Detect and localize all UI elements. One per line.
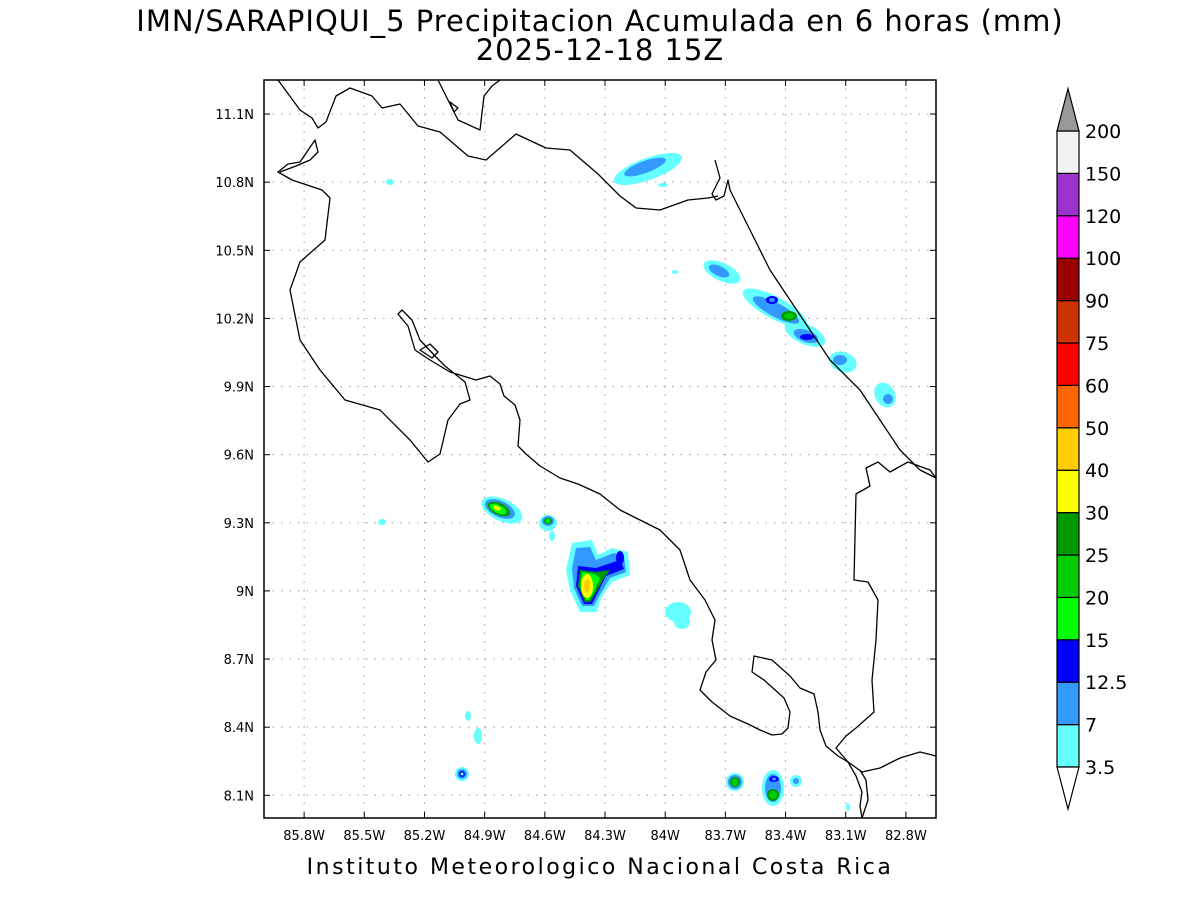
panama-border	[711, 159, 937, 479]
colorbar-label: 60	[1085, 375, 1109, 397]
lon-tick-label: 83.1W	[825, 829, 867, 844]
nicaragua-caribbean-coast	[437, 79, 501, 131]
colorbar-swatch	[1056, 257, 1080, 302]
lon-tick-label: 83.7W	[704, 829, 746, 844]
precipitation-field	[378, 152, 896, 811]
colorbar-swatch	[1056, 639, 1080, 683]
colorbar-swatch	[1056, 172, 1080, 217]
colorbar-swatch	[1056, 596, 1080, 641]
nicaragua-costa-rica-border	[277, 79, 719, 211]
lon-tick-label: 84.9W	[464, 829, 506, 844]
precip-cell-nicaragua-north	[386, 152, 683, 187]
colorbar-swatch	[1056, 681, 1080, 726]
colorbar-label: 120	[1085, 206, 1121, 228]
chart-subtitle-datetime: 2025-12-18 15Z	[475, 33, 725, 67]
precip-cell-central-west	[378, 496, 557, 541]
colorbar-label: 50	[1085, 418, 1109, 440]
lon-tick-label: 84.6W	[524, 829, 566, 844]
lat-tick-label: 8.4N	[224, 721, 254, 736]
colorbar-label: 150	[1085, 163, 1121, 185]
lon-tick-label: 85.8W	[283, 829, 325, 844]
colorbar-swatch	[1056, 427, 1080, 471]
colorbar-swatch	[1056, 723, 1080, 768]
lat-tick-label: 11.1N	[215, 108, 254, 123]
lat-tick-label: 9.6N	[224, 449, 254, 464]
footer-credit: Instituto Meteorologico Nacional Costa R…	[306, 855, 894, 880]
colorbar-label: 30	[1085, 503, 1109, 525]
lon-tick-label: 82.8W	[885, 829, 927, 844]
lat-tick-label: 9N	[236, 585, 254, 600]
lat-tick-label: 9.3N	[224, 517, 254, 532]
colorbar-label: 3.5	[1085, 757, 1115, 779]
colorbar-swatch	[1056, 554, 1080, 599]
colorbar-swatch	[1056, 469, 1080, 514]
lon-tick-label: 84.3W	[584, 829, 626, 844]
costa-rica-pacific-coast	[277, 139, 863, 819]
panama-coast-south	[859, 769, 869, 819]
colorbar-label: 7	[1085, 715, 1097, 737]
lon-tick-label: 85.5W	[343, 829, 385, 844]
colorbar-label: 100	[1085, 248, 1121, 270]
colorbar-swatch	[1056, 300, 1080, 344]
colorbar-label: 75	[1085, 333, 1109, 355]
lon-tick-label: 83.4W	[765, 829, 807, 844]
colorbar-label: 200	[1085, 121, 1121, 143]
colorbar-swatch	[1056, 342, 1080, 387]
colorbar-swatch	[1056, 215, 1080, 259]
lon-tick-label: 85.2W	[404, 829, 446, 844]
lake-island	[449, 101, 459, 113]
coastlines	[277, 79, 937, 819]
colorbar-label: 20	[1085, 587, 1109, 609]
lat-tick-label: 10.2N	[215, 312, 254, 327]
lat-tick-label: 9.9N	[224, 381, 254, 396]
colorbar-label: 90	[1085, 291, 1109, 313]
map-grid	[264, 80, 936, 818]
lat-tick-label: 10.5N	[215, 244, 254, 259]
precip-band-caribbean-coast	[672, 260, 896, 408]
colorbar-swatch-bottom	[1056, 766, 1080, 812]
lat-tick-label: 8.7N	[224, 653, 254, 668]
colorbar-swatch	[1056, 384, 1080, 429]
panama-coast	[835, 461, 937, 773]
chart-title: IMN/SARAPIQUI_5 Precipitacion Acumulada …	[136, 4, 1064, 38]
colorbar-swatch-top	[1056, 86, 1080, 132]
precip-cell-central-south	[566, 540, 691, 629]
colorbar-label: 15	[1085, 630, 1109, 652]
precip-cells-south	[455, 711, 850, 811]
plot-frame	[263, 79, 937, 819]
lon-tick-label: 84W	[650, 829, 680, 844]
colorbar-label: 12.5	[1085, 672, 1127, 694]
lat-tick-label: 10.8N	[215, 176, 254, 191]
lat-tick-label: 8.1N	[224, 789, 254, 804]
colorbar-swatch	[1056, 511, 1080, 556]
colorbar-label: 40	[1085, 460, 1109, 482]
longitude-axis: 85.8W 85.5W 85.2W 84.9W 84.6W 84.3W 84W 83.7W 83…	[283, 80, 927, 844]
latitude-axis: 11.1N 10.8N 10.5N 10.2N 9.9N 9.6N 9.3N 9N 8.7N 8.…	[215, 108, 936, 804]
colorbar-label: 25	[1085, 545, 1109, 567]
pacific-island	[419, 343, 439, 359]
colorbar: 3.5 7 12.5 15 20 25 30 40 50 60 75 90 100 120 150 200	[1056, 86, 1127, 812]
colorbar-swatch	[1056, 130, 1080, 175]
